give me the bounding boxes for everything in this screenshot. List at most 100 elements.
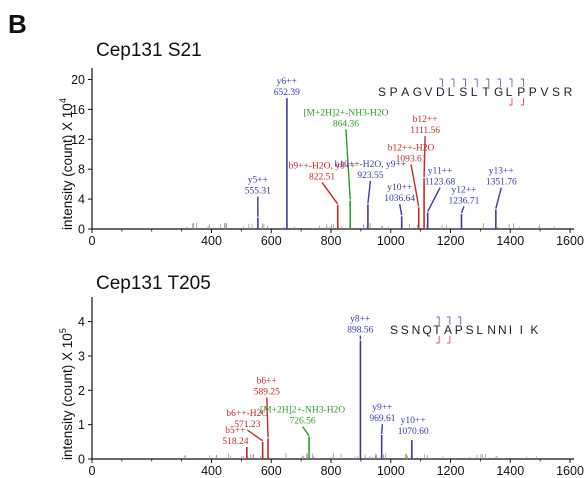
b-fragment-bracket [508, 98, 513, 106]
peak-ion-label: b12++-H2O [388, 144, 435, 154]
sequence-residue: N [487, 323, 496, 337]
peak-leader-line [495, 187, 502, 209]
sequence-residue: G [494, 85, 503, 99]
peak-leader-line [321, 182, 339, 205]
y-fragment-bracket [497, 78, 501, 87]
panel-label: B [8, 9, 27, 39]
y-tick-label: 20 [71, 73, 85, 87]
peak-mz-label: 571.23 [234, 420, 260, 430]
x-tick-label: 1000 [377, 234, 405, 248]
sequence-residue: T [482, 85, 490, 99]
peak-leader-line [266, 397, 269, 438]
y-tick-label: 4 [78, 193, 85, 207]
peak-ion-label: y11++ [428, 167, 453, 177]
sequence-residue: K [530, 323, 538, 337]
y-tick-label: 3 [78, 349, 85, 363]
y-fragment-bracket [436, 316, 440, 325]
peak-ion-label: b12++ [413, 115, 438, 125]
sequence-residue: I [520, 323, 523, 337]
y-tick-label: 2 [78, 384, 85, 398]
svg-text:intensity (count) X 104: intensity (count) X 104 [58, 98, 75, 230]
peak-leader-line [246, 429, 264, 442]
x-tick-label: 800 [321, 234, 342, 248]
y-axis-label: intensity (count) X 104 [58, 98, 75, 230]
sequence-residue: T [433, 323, 441, 337]
peak-mz-label: 1351.76 [486, 178, 517, 188]
b-fragment-bracket [446, 336, 451, 344]
y-fragment-bracket [439, 78, 443, 87]
y-tick-label: 8 [78, 163, 85, 177]
y-tick-label: 1 [78, 418, 85, 432]
sequence-residue: P [529, 85, 537, 99]
sequence-residue: L [476, 323, 483, 337]
x-tick-label: 1200 [437, 234, 465, 248]
sequence-residue: V [424, 85, 432, 99]
sequence-residue: Q [422, 323, 431, 337]
svg-text:intensity (count) X 105: intensity (count) X 105 [58, 328, 75, 460]
sequence-residue: S [552, 85, 560, 99]
peak-ion-label: b6++-H2O [226, 409, 268, 419]
peak-ion-label: y8++ [350, 315, 370, 325]
peak-leader-line [427, 187, 441, 212]
sequence-residue: A [401, 85, 409, 99]
y-fragment-bracket [457, 316, 462, 325]
y-fragment-bracket [508, 78, 513, 87]
peak-mz-label: 1093.61 [396, 155, 427, 165]
peptide-sequence: S S N QT A P S L N N I I K [390, 323, 538, 337]
x-tick-label: 1600 [556, 464, 584, 478]
spectrum-panel-t205: Cep131 T205 intensity (count) X 105 0 400… [58, 273, 584, 478]
b-fragment-bracket [436, 336, 440, 344]
peak-mz-label: 518.24 [222, 437, 248, 447]
peak-ion-label: y9++ [372, 403, 392, 413]
peak-ion-label: y10++ [401, 416, 426, 426]
peak-mz-label: 1070.60 [398, 427, 429, 437]
y-tick-label: 12 [71, 133, 85, 147]
peak-ion-label: y5++ [248, 176, 268, 186]
sequence-residue: N [498, 323, 507, 337]
fragment-brackets [436, 316, 462, 344]
x-tick-label: 1600 [556, 234, 584, 248]
peak-mz-label: 1036.64 [384, 194, 415, 204]
peak-mz-label: 822.51 [309, 172, 335, 182]
y-axis-label: intensity (count) X 105 [58, 328, 75, 460]
x-tick-label: 600 [261, 234, 282, 248]
chart-title: Cep131 S21 [96, 40, 202, 61]
peak-ion-label: [M+2H]2+-NH3-H2O [303, 108, 388, 118]
peak-ion-label: y13++ [489, 167, 514, 177]
peak-leader-line [460, 206, 465, 214]
peak-leader-line [380, 424, 384, 435]
x-tick-label: 800 [321, 464, 342, 478]
peak-ion-label: y12++ [451, 185, 476, 195]
peak-mz-label: 652.39 [274, 88, 300, 98]
peak-leader-line [399, 204, 403, 216]
b-fragment-bracket [520, 98, 524, 106]
y-fragment-bracket [450, 78, 455, 87]
x-tick-label: 1000 [377, 464, 405, 478]
sequence-residue: V [540, 85, 548, 99]
fragment-brackets [439, 78, 524, 106]
peak-ion-label: b10++-H2O, y9++ [335, 160, 407, 170]
spectrum-panel-s21: Cep131 S21 intensity (count) X 104 0 400 6… [58, 40, 584, 248]
sequence-residue: L [471, 85, 478, 99]
peak-mz-label: 555.31 [245, 187, 271, 197]
peak-leader-line [302, 426, 310, 437]
peak-mz-label: 726.56 [290, 417, 316, 427]
y-tick-label: 0 [78, 223, 85, 237]
x-tick-label: 1400 [496, 464, 524, 478]
peak-leader-line [423, 136, 426, 178]
x-tick-label: 1200 [437, 464, 465, 478]
sequence-residue: D [436, 85, 445, 99]
y-fragment-bracket [485, 78, 490, 87]
peak-mz-label: 864.36 [333, 119, 359, 129]
sequence-residue: N [412, 323, 421, 337]
peak-leader-line [410, 164, 420, 207]
peak-mz-label: 969.61 [369, 414, 395, 424]
y-fragment-bracket [446, 316, 451, 325]
peak-mz-label: 923.55 [357, 171, 383, 181]
y-fragment-bracket [462, 78, 466, 87]
sequence-residue: P [455, 323, 463, 337]
peak-ion-label: b9++-H2O, y8++ [289, 161, 356, 171]
y-tick-label: 0 [78, 453, 85, 467]
